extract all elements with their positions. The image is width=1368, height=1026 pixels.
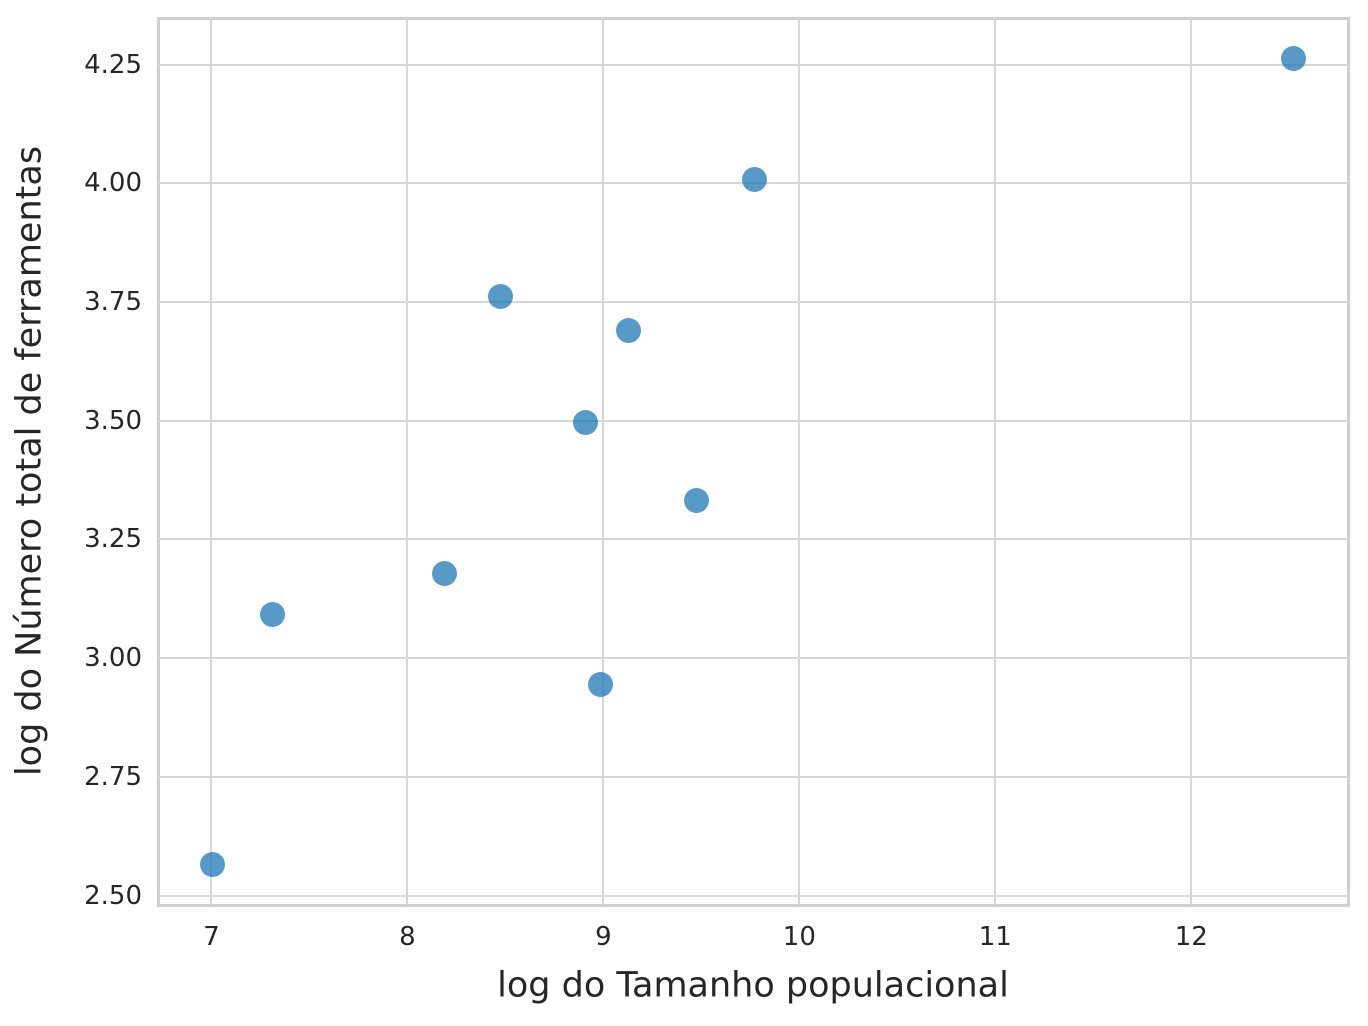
y-tick-label-3.50: 3.50 bbox=[84, 405, 142, 436]
x-gridline-11 bbox=[994, 18, 997, 905]
y-tick-label-4.25: 4.25 bbox=[84, 49, 142, 80]
y-gridline-3.25 bbox=[158, 538, 1348, 541]
x-axis-label: log do Tamanho populacional bbox=[497, 965, 1009, 1006]
x-gridline-9 bbox=[602, 18, 605, 905]
x-gridline-7 bbox=[210, 18, 213, 905]
x-gridline-12 bbox=[1190, 18, 1193, 905]
scatter-point bbox=[1281, 45, 1307, 71]
scatter-point bbox=[741, 167, 767, 193]
y-gridline-2.50 bbox=[158, 894, 1348, 897]
x-tick-label-10: 10 bbox=[782, 922, 816, 952]
y-gridline-3.00 bbox=[158, 657, 1348, 660]
y-axis-label: log do Número total de ferramentas bbox=[9, 145, 50, 777]
y-gridline-4.25 bbox=[158, 63, 1348, 66]
scatter-point bbox=[431, 561, 457, 587]
scatter-point bbox=[615, 318, 641, 344]
y-tick-label-3.25: 3.25 bbox=[84, 524, 142, 555]
x-gridline-8 bbox=[406, 18, 409, 905]
scatter-point bbox=[199, 852, 225, 878]
scatter-point bbox=[683, 487, 709, 513]
plot-area bbox=[156, 16, 1350, 907]
y-gridline-3.75 bbox=[158, 300, 1348, 303]
y-tick-label-3.00: 3.00 bbox=[84, 643, 142, 674]
scatter-point bbox=[588, 672, 614, 698]
scatter-point bbox=[573, 409, 599, 435]
x-tick-label-9: 9 bbox=[595, 922, 612, 952]
y-gridline-3.50 bbox=[158, 419, 1348, 422]
y-tick-label-2.50: 2.50 bbox=[84, 880, 142, 911]
y-tick-label-3.75: 3.75 bbox=[84, 286, 142, 317]
x-tick-label-8: 8 bbox=[399, 922, 416, 952]
scatter-point bbox=[260, 602, 286, 628]
y-tick-label-4.00: 4.00 bbox=[84, 168, 142, 199]
x-tick-label-12: 12 bbox=[1174, 922, 1208, 952]
y-gridline-2.75 bbox=[158, 775, 1348, 778]
x-tick-label-11: 11 bbox=[978, 922, 1012, 952]
x-tick-label-7: 7 bbox=[203, 922, 220, 952]
scatter-point bbox=[487, 284, 513, 310]
y-tick-label-2.75: 2.75 bbox=[84, 761, 142, 792]
x-gridline-10 bbox=[798, 18, 801, 905]
